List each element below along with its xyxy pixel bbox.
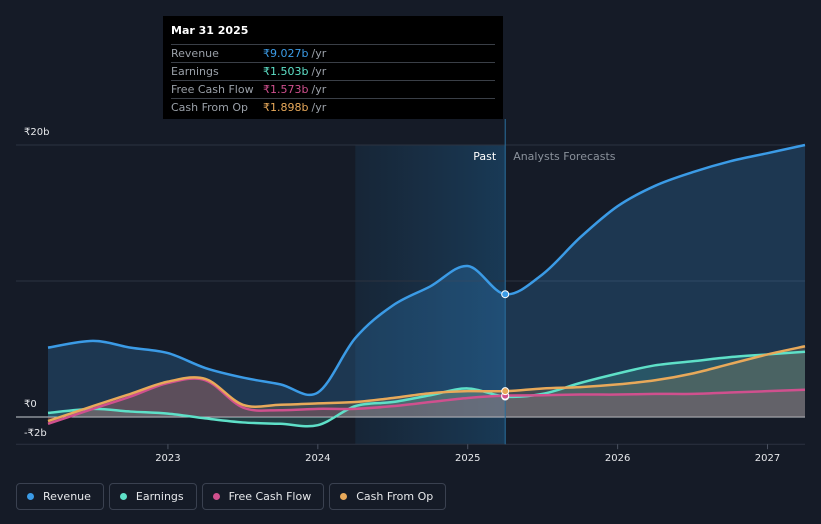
legend-item-revenue[interactable]: Revenue (16, 483, 104, 510)
tooltip-value: ₹9.027b (263, 47, 309, 60)
tooltip-label: Earnings (171, 65, 219, 78)
legend-label: Free Cash Flow (228, 490, 312, 503)
earnings-area (48, 351, 805, 427)
free-cash-flow-dot-icon (212, 493, 220, 500)
legend-label: Cash From Op (356, 490, 434, 503)
tooltip-label: Revenue (171, 47, 219, 60)
earnings-dot-icon (119, 493, 127, 500)
free-cash-flow-area (48, 378, 805, 424)
earnings-line (47, 350, 806, 428)
legend-item-free-cash-flow[interactable]: Free Cash Flow (201, 483, 325, 510)
tooltip: Mar 31 2025 Revenue ₹9.027b /yr Earnings… (163, 16, 503, 119)
tooltip-unit: /yr (311, 101, 327, 114)
tooltip-unit: /yr (311, 47, 327, 60)
revenue-dot-icon (27, 493, 34, 500)
cash-from-op-line (47, 345, 806, 423)
revenue-area (48, 145, 805, 417)
tooltip-value: ₹1.898b (263, 101, 309, 114)
legend-item-cash-from-op[interactable]: Cash From Op (329, 483, 447, 510)
series-lines (47, 143, 806, 428)
x-tick-label: 2027 (755, 453, 780, 464)
y-tick-label: ₹0 (24, 399, 37, 410)
x-tick-label: 2025 (455, 453, 480, 464)
tooltip-unit: /yr (311, 65, 327, 78)
legend: Revenue Earnings Free Cash Flow Cash Fro… (16, 483, 447, 510)
tooltip-value: ₹1.503b (263, 65, 309, 78)
tooltip-row-free-cash-flow: Free Cash Flow ₹1.573b /yr (171, 81, 495, 99)
tooltip-date: Mar 31 2025 (171, 24, 495, 45)
gridlines (16, 144, 805, 445)
x-tick-label: 2024 (305, 453, 330, 464)
y-axis-ticks: ₹20b ₹0 -₹2b (24, 127, 49, 439)
tooltip-unit: /yr (311, 83, 327, 96)
y-tick-label: ₹20b (24, 127, 49, 138)
tooltip-value: ₹1.573b (263, 83, 309, 96)
tooltip-label: Free Cash Flow (171, 83, 254, 96)
forecast-label: Analysts Forecasts (513, 150, 616, 163)
tooltip-row-cash-from-op: Cash From Op ₹1.898b /yr (171, 99, 495, 116)
past-label: Past (473, 150, 497, 163)
tooltip-row-revenue: Revenue ₹9.027b /yr (171, 45, 495, 63)
highlight-markers (501, 290, 510, 401)
x-axis-ticks: 2023 2024 2025 2026 2027 (155, 444, 780, 464)
legend-item-earnings[interactable]: Earnings (108, 483, 197, 510)
x-tick-label: 2026 (605, 453, 630, 464)
revenue-line (47, 143, 806, 397)
cash-from-op-marker (501, 387, 510, 396)
tooltip-row-earnings: Earnings ₹1.503b /yr (171, 63, 495, 81)
tooltip-label: Cash From Op (171, 101, 249, 114)
x-tick-label: 2023 (155, 453, 180, 464)
legend-label: Earnings (135, 490, 184, 503)
revenue-marker (501, 290, 510, 299)
cash-from-op-dot-icon (340, 493, 348, 500)
y-tick-label: -₹2b (24, 428, 47, 439)
legend-label: Revenue (43, 490, 91, 503)
